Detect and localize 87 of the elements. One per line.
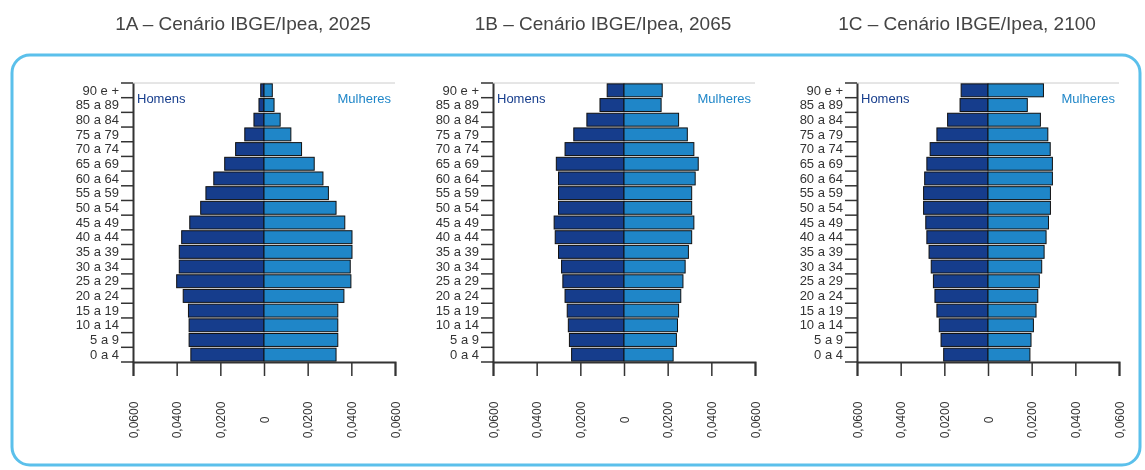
x-tick-label: 0,0400 — [1069, 401, 1084, 439]
y-tick-label: 15 a 19 — [435, 302, 479, 318]
x-tick-label: 0,0400 — [705, 401, 720, 439]
series-label: Mulheres — [697, 91, 752, 106]
x-tick-label: 0,0200 — [1025, 401, 1040, 439]
chart-title: 1B – Cenário IBGE/Ipea, 2065 — [474, 13, 732, 34]
x-tick-label: 0,0200 — [574, 401, 589, 439]
y-tick-label: 35 a 39 — [435, 244, 479, 260]
y-tick-label: 5 a 9 — [90, 332, 119, 348]
x-tick-label: 0 — [257, 416, 272, 424]
y-tick-label: 15 a 19 — [799, 302, 843, 318]
y-tick-label: 30 a 34 — [75, 258, 119, 274]
y-tick-label: 80 a 84 — [435, 111, 479, 127]
y-tick-label: 10 a 14 — [75, 317, 119, 333]
y-tick-label: 85 a 89 — [75, 97, 119, 113]
y-tick-label: 70 a 74 — [435, 141, 479, 157]
y-tick-label: 60 a 64 — [75, 170, 119, 186]
y-tick-label: 80 a 84 — [75, 111, 119, 127]
x-tick-label: 0,0600 — [126, 401, 141, 439]
y-tick-label: 40 a 44 — [799, 229, 843, 245]
y-tick-label: 20 a 24 — [75, 288, 119, 304]
y-tick-label: 75 a 79 — [799, 126, 843, 142]
y-tick-label: 85 a 89 — [799, 97, 843, 113]
x-tick-label: 0,0600 — [748, 401, 763, 439]
y-tick-label: 40 a 44 — [435, 229, 479, 245]
x-tick-label: 0 — [981, 416, 996, 424]
y-tick-label: 90 e + — [442, 82, 479, 98]
y-tick-label: 15 a 19 — [75, 302, 119, 318]
text: Homens — [137, 91, 186, 106]
y-tick-label: 30 a 34 — [435, 258, 479, 274]
y-tick-label: 25 a 29 — [435, 273, 479, 289]
y-tick-label: 60 a 64 — [435, 170, 479, 186]
y-tick-label: 50 a 54 — [75, 199, 119, 215]
x-tick-label: 0,0600 — [1112, 401, 1127, 439]
y-tick-label: 25 a 29 — [799, 273, 843, 289]
y-tick-label: 20 a 24 — [435, 288, 479, 304]
y-tick-label: 0 a 4 — [450, 346, 479, 362]
y-tick-label: 45 a 49 — [799, 214, 843, 230]
y-tick-label: 90 e + — [806, 82, 843, 98]
text: Mulheres — [337, 91, 392, 106]
x-tick-label: 0,0600 — [486, 401, 501, 439]
text: Homens — [861, 91, 910, 106]
y-tick-label: 5 a 9 — [450, 332, 479, 348]
y-tick-label: 50 a 54 — [799, 199, 843, 215]
y-tick-label: 65 a 69 — [799, 155, 843, 171]
y-tick-label: 60 a 64 — [799, 170, 843, 186]
series-label: Mulheres — [1061, 91, 1116, 106]
x-tick-label: 0,0600 — [850, 401, 865, 439]
y-tick-label: 25 a 29 — [75, 273, 119, 289]
y-tick-label: 55 a 59 — [799, 185, 843, 201]
y-tick-label: 0 a 4 — [814, 346, 843, 362]
x-tick-label: 0,0200 — [214, 401, 229, 439]
y-tick-label: 55 a 59 — [75, 185, 119, 201]
x-tick-label: 0,0600 — [388, 401, 403, 439]
y-tick-label: 90 e + — [82, 82, 119, 98]
y-tick-label: 75 a 79 — [435, 126, 479, 142]
y-tick-label: 5 a 9 — [814, 332, 843, 348]
y-tick-label: 65 a 69 — [75, 155, 119, 171]
y-tick-label: 10 a 14 — [799, 317, 843, 333]
y-tick-label: 20 a 24 — [799, 288, 843, 304]
y-tick-label: 45 a 49 — [435, 214, 479, 230]
x-tick-label: 0 — [617, 416, 632, 424]
y-tick-label: 45 a 49 — [75, 214, 119, 230]
y-tick-label: 55 a 59 — [435, 185, 479, 201]
y-tick-label: 35 a 39 — [799, 244, 843, 260]
y-tick-label: 65 a 69 — [435, 155, 479, 171]
x-tick-label: 0,0200 — [661, 401, 676, 439]
y-tick-label: 70 a 74 — [75, 141, 119, 157]
x-tick-label: 0,0200 — [938, 401, 953, 439]
x-tick-label: 0,0400 — [530, 401, 545, 439]
y-tick-label: 0 a 4 — [90, 346, 119, 362]
y-tick-label: 80 a 84 — [799, 111, 843, 127]
y-tick-label: 85 a 89 — [435, 97, 479, 113]
text: Homens — [497, 91, 546, 106]
x-tick-label: 0,0200 — [301, 401, 316, 439]
y-tick-label: 70 a 74 — [799, 141, 843, 157]
y-tick-label: 30 a 34 — [799, 258, 843, 274]
y-tick-label: 35 a 39 — [75, 244, 119, 260]
x-tick-label: 0,0400 — [345, 401, 360, 439]
y-tick-label: 40 a 44 — [75, 229, 119, 245]
chart-title: 1C – Cenário IBGE/Ipea, 2100 — [838, 13, 1096, 34]
y-tick-label: 50 a 54 — [435, 199, 479, 215]
chart-title: 1A – Cenário IBGE/Ipea, 2025 — [115, 13, 371, 34]
x-tick-label: 0,0400 — [894, 401, 909, 439]
x-tick-label: 0,0400 — [170, 401, 185, 439]
y-tick-label: 10 a 14 — [435, 317, 479, 333]
y-tick-label: 75 a 79 — [75, 126, 119, 142]
